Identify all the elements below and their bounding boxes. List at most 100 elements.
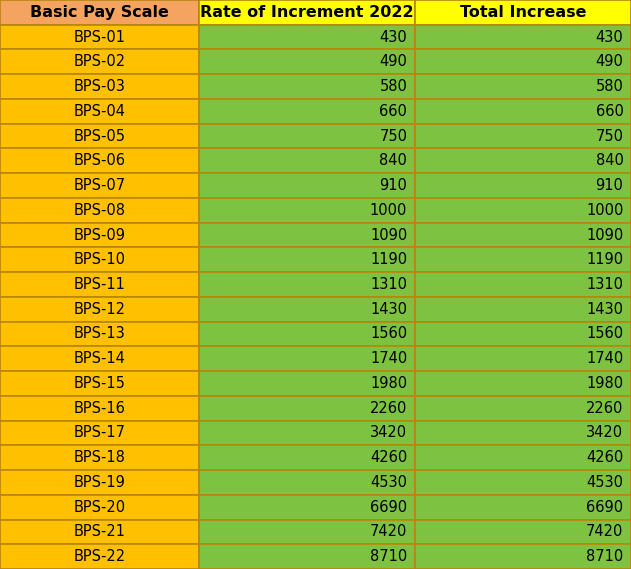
Bar	[199, 198, 415, 222]
Bar	[199, 297, 415, 321]
Text: 910: 910	[596, 178, 623, 193]
Text: 1740: 1740	[370, 351, 408, 366]
Text: BPS-09: BPS-09	[73, 228, 126, 242]
Bar	[199, 272, 415, 297]
Text: 430: 430	[380, 30, 408, 44]
Text: 750: 750	[596, 129, 623, 143]
Bar	[0, 371, 199, 396]
Bar	[415, 347, 631, 371]
Bar	[0, 470, 199, 495]
Text: 6690: 6690	[370, 500, 408, 514]
Bar	[199, 123, 415, 149]
Bar	[0, 99, 199, 123]
Bar	[199, 321, 415, 347]
Bar	[415, 149, 631, 173]
Text: 7420: 7420	[370, 525, 408, 539]
Bar	[415, 173, 631, 198]
Bar	[0, 297, 199, 321]
Text: 750: 750	[379, 129, 408, 143]
Text: 840: 840	[596, 153, 623, 168]
Bar	[0, 272, 199, 297]
Bar	[0, 321, 199, 347]
Bar	[415, 0, 631, 24]
Bar	[0, 396, 199, 420]
Bar	[415, 198, 631, 222]
Text: 4260: 4260	[586, 450, 623, 465]
Bar	[199, 470, 415, 495]
Text: 490: 490	[379, 55, 408, 69]
Text: BPS-18: BPS-18	[73, 450, 126, 465]
Bar	[415, 24, 631, 50]
Text: 1190: 1190	[370, 252, 408, 267]
Text: BPS-13: BPS-13	[73, 327, 126, 341]
Bar	[0, 347, 199, 371]
Text: 8710: 8710	[586, 549, 623, 564]
Text: 1980: 1980	[586, 376, 623, 391]
Text: BPS-16: BPS-16	[73, 401, 126, 416]
Text: 4260: 4260	[370, 450, 408, 465]
Bar	[0, 198, 199, 222]
Text: BPS-01: BPS-01	[73, 30, 126, 44]
Bar	[0, 446, 199, 470]
Bar	[0, 420, 199, 446]
Text: BPS-08: BPS-08	[73, 203, 126, 218]
Text: 1560: 1560	[370, 327, 408, 341]
Bar	[415, 420, 631, 446]
Bar	[0, 24, 199, 50]
Bar	[0, 222, 199, 248]
Text: 910: 910	[379, 178, 408, 193]
Text: Rate of Increment 2022: Rate of Increment 2022	[200, 5, 414, 20]
Text: 1190: 1190	[586, 252, 623, 267]
Bar	[415, 446, 631, 470]
Text: BPS-06: BPS-06	[73, 153, 126, 168]
Text: BPS-04: BPS-04	[73, 104, 126, 119]
Bar	[199, 371, 415, 396]
Bar	[0, 248, 199, 272]
Text: 660: 660	[596, 104, 623, 119]
Bar	[0, 50, 199, 74]
Text: 4530: 4530	[586, 475, 623, 490]
Text: 1560: 1560	[586, 327, 623, 341]
Text: 3420: 3420	[370, 426, 408, 440]
Text: 1000: 1000	[370, 203, 408, 218]
Bar	[415, 470, 631, 495]
Bar	[415, 321, 631, 347]
Bar	[199, 50, 415, 74]
Text: 1740: 1740	[586, 351, 623, 366]
Text: BPS-19: BPS-19	[73, 475, 126, 490]
Bar	[199, 222, 415, 248]
Bar	[199, 74, 415, 99]
Bar	[199, 446, 415, 470]
Bar	[415, 99, 631, 123]
Bar	[0, 0, 199, 24]
Bar	[0, 149, 199, 173]
Text: BPS-10: BPS-10	[73, 252, 126, 267]
Bar	[199, 173, 415, 198]
Bar	[415, 74, 631, 99]
Text: 1310: 1310	[370, 277, 408, 292]
Text: 840: 840	[379, 153, 408, 168]
Text: BPS-20: BPS-20	[73, 500, 126, 514]
Bar	[199, 545, 415, 569]
Text: BPS-03: BPS-03	[73, 79, 126, 94]
Text: BPS-21: BPS-21	[73, 525, 126, 539]
Bar	[199, 248, 415, 272]
Text: BPS-07: BPS-07	[73, 178, 126, 193]
Text: BPS-17: BPS-17	[73, 426, 126, 440]
Text: 8710: 8710	[370, 549, 408, 564]
Text: BPS-14: BPS-14	[73, 351, 126, 366]
Text: 4530: 4530	[370, 475, 408, 490]
Text: Basic Pay Scale: Basic Pay Scale	[30, 5, 169, 20]
Bar	[415, 222, 631, 248]
Bar	[199, 420, 415, 446]
Bar	[415, 371, 631, 396]
Bar	[199, 347, 415, 371]
Text: 1090: 1090	[370, 228, 408, 242]
Text: 580: 580	[596, 79, 623, 94]
Bar	[415, 519, 631, 545]
Bar	[199, 495, 415, 519]
Bar	[199, 519, 415, 545]
Bar	[0, 519, 199, 545]
Text: 2260: 2260	[370, 401, 408, 416]
Text: BPS-05: BPS-05	[73, 129, 126, 143]
